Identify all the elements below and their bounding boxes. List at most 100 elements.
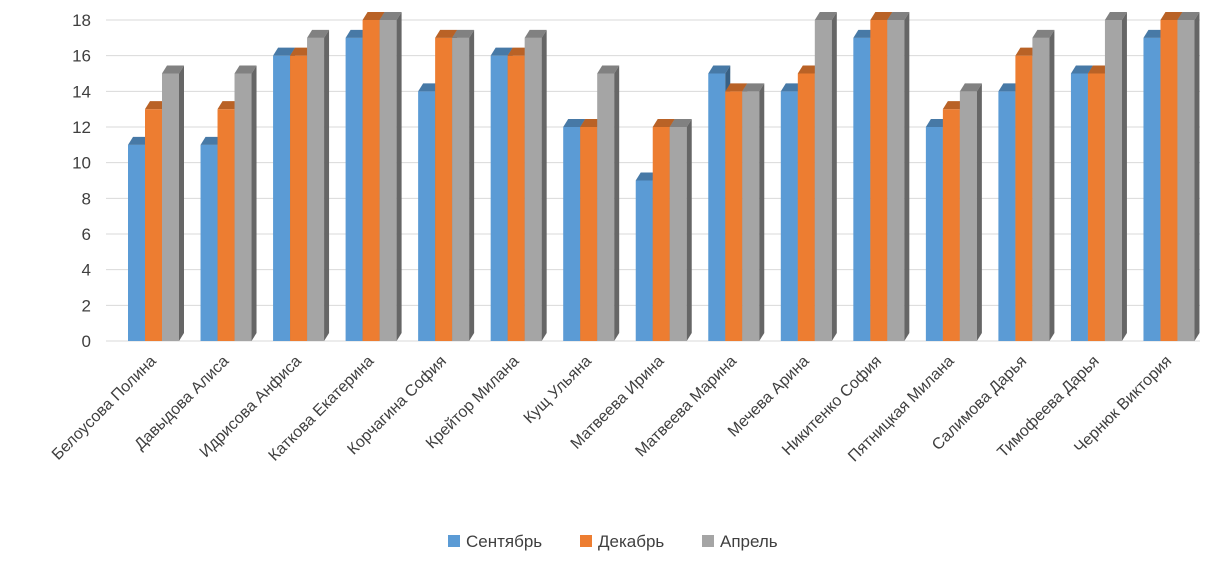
bar-front bbox=[345, 37, 363, 341]
bar-front bbox=[490, 55, 508, 342]
bar-side bbox=[831, 12, 837, 341]
y-tick-label: 0 bbox=[82, 332, 91, 351]
bar-front bbox=[998, 91, 1016, 341]
bar-front bbox=[379, 20, 397, 341]
y-tick-label: 12 bbox=[72, 118, 91, 137]
bar-side bbox=[686, 119, 692, 341]
bar-top bbox=[725, 83, 748, 92]
bar-top bbox=[597, 65, 620, 74]
bar-front bbox=[563, 127, 581, 341]
bar bbox=[234, 65, 257, 341]
bar-side bbox=[469, 29, 475, 341]
bar-front bbox=[307, 37, 325, 341]
bar-side bbox=[904, 12, 910, 341]
category-label: Кущ Ульяна bbox=[521, 353, 595, 427]
bar-front bbox=[162, 73, 179, 341]
bar bbox=[1177, 12, 1200, 341]
bar-front bbox=[887, 20, 905, 341]
y-tick-label: 6 bbox=[82, 225, 91, 244]
bar-top bbox=[1087, 65, 1110, 74]
bar-front bbox=[725, 91, 743, 341]
bar-front bbox=[925, 127, 943, 341]
bar-side bbox=[1194, 12, 1200, 341]
bar-side bbox=[541, 29, 547, 341]
bar-side bbox=[324, 29, 330, 341]
y-tick-label: 4 bbox=[82, 261, 91, 280]
y-tick-label: 8 bbox=[82, 189, 91, 208]
bar-top bbox=[162, 65, 184, 74]
bar-front bbox=[597, 73, 615, 341]
bar-top bbox=[1143, 29, 1166, 38]
bar-front bbox=[200, 144, 218, 341]
y-tick-label: 2 bbox=[82, 296, 91, 315]
bar-top bbox=[452, 29, 475, 38]
bar-top bbox=[362, 12, 385, 20]
bar bbox=[597, 65, 620, 341]
bar-top bbox=[959, 83, 982, 92]
bar-front bbox=[580, 127, 598, 341]
legend-label: Декабрь bbox=[598, 532, 664, 551]
bar bbox=[452, 29, 475, 341]
bar-top bbox=[1160, 12, 1183, 20]
bar-front bbox=[853, 37, 871, 341]
bar-front bbox=[1177, 20, 1195, 341]
legend-label: Сентябрь bbox=[466, 532, 542, 551]
bar-top bbox=[345, 29, 368, 38]
bar bbox=[887, 12, 910, 341]
bar-front bbox=[1070, 73, 1088, 341]
bar-side bbox=[976, 83, 982, 341]
bar-side bbox=[396, 12, 402, 341]
bar-front bbox=[1087, 73, 1105, 341]
bar-front bbox=[742, 91, 760, 341]
bar-side bbox=[1121, 12, 1127, 341]
bar-top bbox=[635, 172, 658, 181]
bar-front bbox=[652, 127, 670, 341]
bar-top bbox=[379, 12, 402, 20]
bar bbox=[814, 12, 837, 341]
bar-top bbox=[708, 65, 731, 74]
bar-front bbox=[145, 109, 162, 342]
bar-front bbox=[1032, 37, 1050, 341]
bar-top bbox=[998, 83, 1021, 92]
y-axis: 0 2 4 6 8 10 12 14 16 18 bbox=[72, 11, 91, 351]
bar-top bbox=[1177, 12, 1200, 20]
bar-front bbox=[780, 91, 798, 341]
bar bbox=[1032, 29, 1055, 341]
legend: Сентябрь Декабрь Апрель bbox=[448, 532, 778, 551]
bar-front bbox=[797, 73, 815, 341]
legend-label: Апрель bbox=[720, 532, 778, 551]
bar-front bbox=[870, 20, 888, 341]
bar-top bbox=[942, 101, 965, 110]
bar-top bbox=[200, 136, 223, 145]
bar-front bbox=[1143, 37, 1161, 341]
bar-front bbox=[959, 91, 977, 341]
bar bbox=[1104, 12, 1127, 341]
bar-top bbox=[307, 29, 330, 38]
y-tick-label: 18 bbox=[72, 11, 91, 30]
bar-top bbox=[780, 83, 803, 92]
bar bbox=[379, 12, 402, 341]
bar-top bbox=[1104, 12, 1127, 20]
bar-top bbox=[853, 29, 876, 38]
bar-top bbox=[742, 83, 765, 92]
bar bbox=[524, 29, 547, 341]
bar-top bbox=[580, 119, 603, 127]
bar-front bbox=[418, 91, 436, 341]
bar-front bbox=[290, 55, 308, 342]
bar-top bbox=[797, 65, 820, 74]
bar-front bbox=[507, 55, 525, 342]
bar-front bbox=[362, 20, 380, 341]
bar-top bbox=[652, 119, 675, 127]
bar-front bbox=[273, 55, 291, 342]
bar bbox=[162, 65, 184, 341]
bar-top bbox=[925, 119, 948, 127]
bar-front bbox=[942, 109, 960, 342]
bar-top bbox=[145, 101, 167, 110]
bar-top bbox=[435, 29, 458, 38]
legend-swatch bbox=[448, 535, 460, 547]
bar-side bbox=[179, 65, 184, 341]
bar-top bbox=[1015, 47, 1038, 56]
